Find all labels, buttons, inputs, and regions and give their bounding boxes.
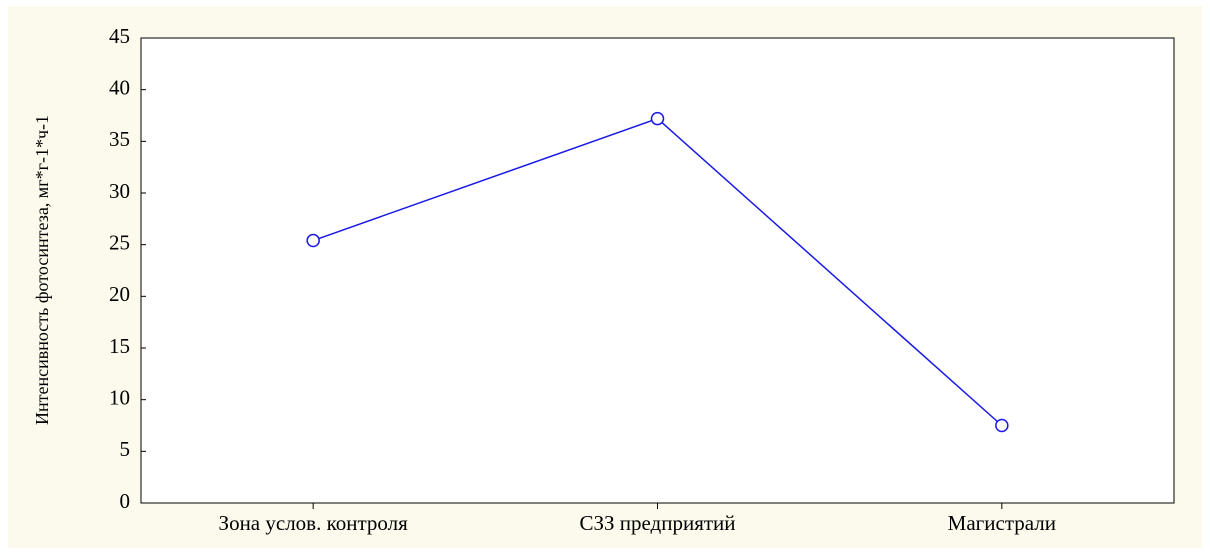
- plot-area: [140, 37, 1175, 504]
- y-tick-label: 5: [120, 437, 131, 461]
- y-tick-label: 25: [109, 230, 130, 254]
- y-axis-label: Интенсивность фотосинтеза, мг*г-1*ч-1: [32, 115, 52, 425]
- y-tick-label: 30: [109, 179, 130, 203]
- x-tick-label: СЗЗ предприятий: [579, 511, 735, 535]
- y-tick-label: 10: [109, 385, 130, 409]
- marker: [306, 233, 320, 248]
- y-tick-label: 15: [109, 334, 130, 358]
- y-tick-label: 45: [109, 24, 130, 48]
- y-tick-label: 0: [120, 489, 131, 513]
- x-tick-label: Зона услов. контроля: [219, 511, 409, 535]
- x-tick-label: Магистрали: [948, 511, 1056, 535]
- y-tick-label: 20: [109, 282, 130, 306]
- marker: [995, 418, 1009, 433]
- y-tick-label: 40: [109, 75, 130, 99]
- marker: [650, 111, 665, 126]
- y-tick-label: 35: [109, 127, 130, 151]
